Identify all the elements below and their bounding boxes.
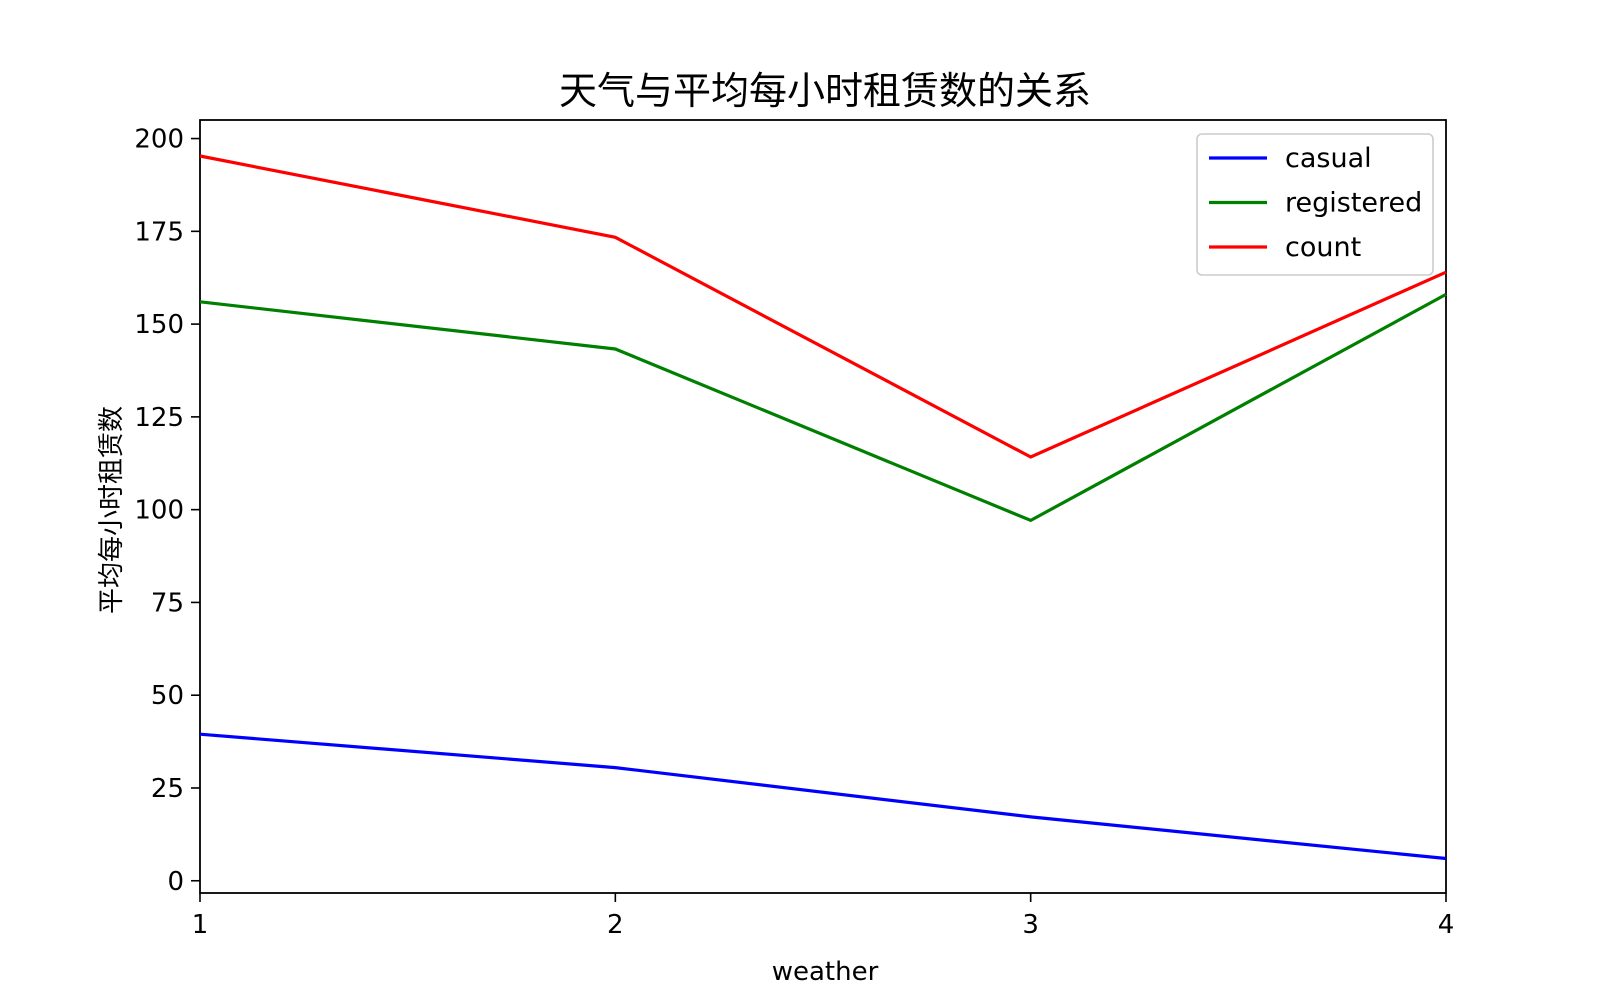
y-tick-label: 200 (134, 125, 184, 155)
y-tick-label: 0 (167, 867, 184, 897)
series-layer (199, 154, 1447, 861)
series-line-registered (199, 292, 1447, 523)
legend: casual registered count (1196, 133, 1434, 276)
y-axis-label: 平均每小时租赁数 (97, 406, 127, 614)
y-axis: 0 25 50 75 100 125 150 175 200 (134, 125, 200, 897)
legend-label-registered: registered (1285, 188, 1422, 219)
plot-frame (199, 119, 1447, 894)
series-line-casual (199, 732, 1447, 861)
plot-area (199, 119, 1447, 894)
y-tick-label: 125 (134, 403, 184, 433)
x-tick-label: 3 (1022, 910, 1039, 940)
x-axis: 1 2 3 4 (192, 893, 1455, 940)
y-tick-label: 75 (151, 588, 184, 618)
series-line-count (199, 154, 1447, 459)
legend-label-count: count (1285, 232, 1361, 263)
y-tick-label: 150 (134, 310, 184, 340)
x-tick-label: 2 (607, 910, 624, 940)
y-tick-label: 100 (134, 496, 184, 526)
x-tick-label: 4 (1438, 910, 1455, 940)
chart-title: 天气与平均每小时租赁数的关系 (559, 69, 1091, 113)
x-axis-label: weather (772, 957, 879, 987)
y-tick-label: 175 (134, 217, 184, 247)
y-tick-label: 50 (151, 681, 184, 711)
y-tick-label: 25 (151, 774, 184, 804)
legend-box (1196, 133, 1434, 276)
x-tick-label: 1 (192, 910, 209, 940)
legend-label-casual: casual (1285, 143, 1372, 174)
